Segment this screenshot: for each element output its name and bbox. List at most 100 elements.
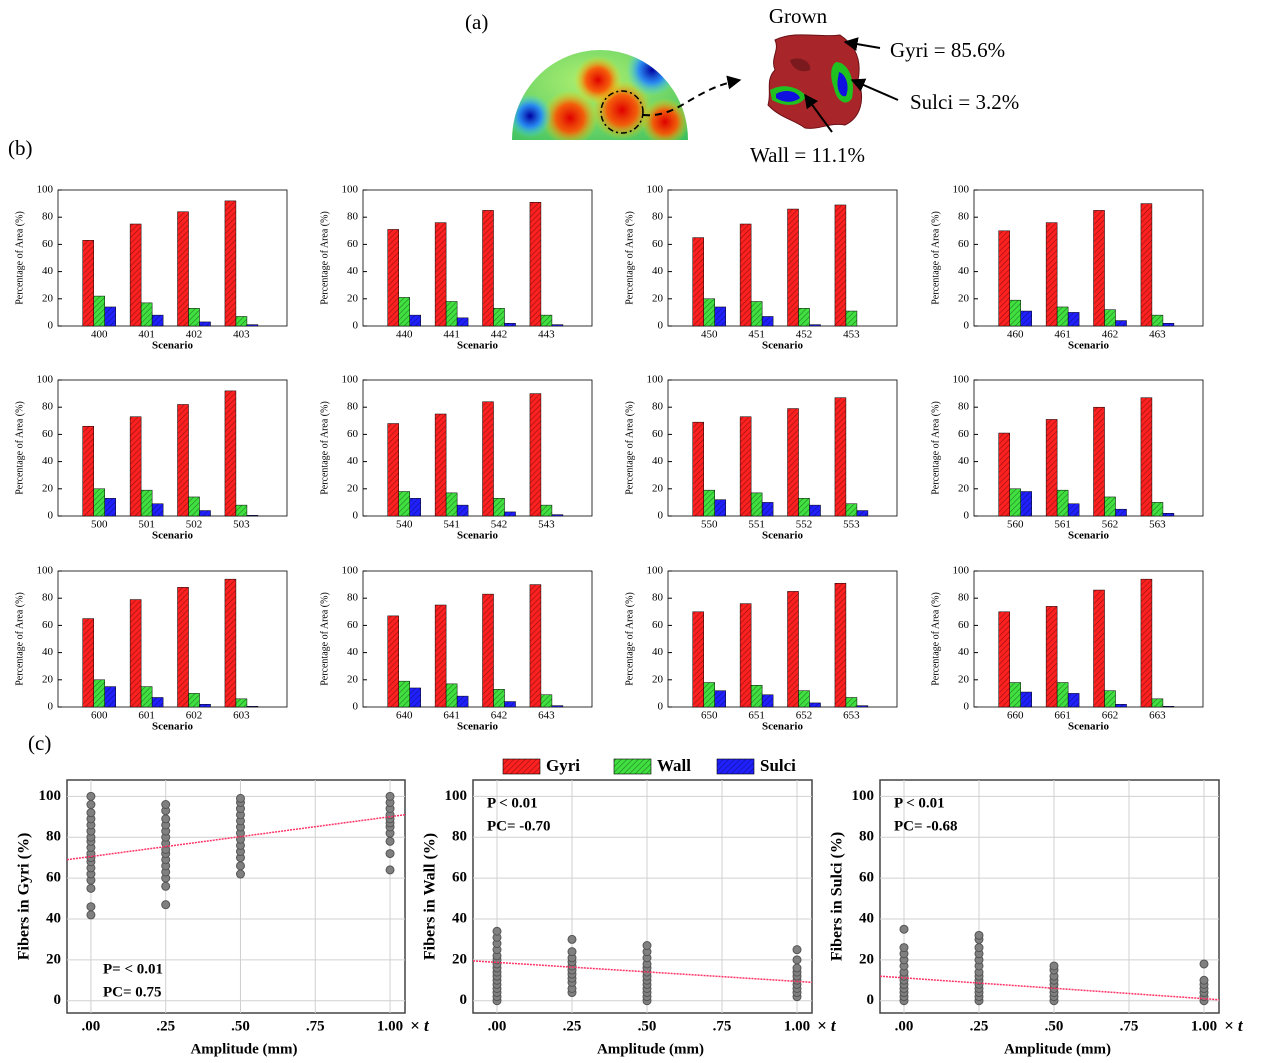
x-tick-label: 542 (491, 519, 508, 531)
y-tick-label: 40 (42, 455, 54, 467)
y-tick-label: 0 (54, 992, 62, 1008)
x-tick-label: 1.00 (784, 1018, 810, 1034)
bar (540, 314, 553, 327)
point (974, 943, 984, 953)
y-tick-label: 80 (958, 211, 970, 223)
y-tick-label: 40 (652, 646, 664, 658)
x-tick-label: 442 (491, 329, 508, 341)
point (899, 924, 909, 934)
y-tick-label: 80 (859, 829, 874, 845)
selection-circle (600, 90, 644, 134)
x-tick-label: 602 (186, 710, 203, 722)
bar (761, 316, 774, 327)
x-tick-label: 540 (396, 519, 413, 531)
bar (493, 498, 505, 517)
bar (434, 604, 447, 708)
bar (246, 324, 259, 327)
bar (834, 397, 847, 517)
annotation: P < 0.01 (894, 795, 945, 811)
bar (82, 240, 94, 327)
x-axis-label: Amplitude (mm) (190, 1041, 297, 1057)
bar (129, 223, 142, 327)
plot-frame (362, 570, 593, 708)
annotation: PC= 0.75 (103, 984, 162, 1000)
y-tick-label: 100 (37, 565, 54, 577)
legend-label: Wall (657, 756, 691, 775)
y-tick-label: 100 (39, 788, 62, 804)
x-axis-label: Scenario (457, 340, 498, 352)
y-tick-label: 100 (342, 565, 359, 577)
bar (1104, 690, 1116, 708)
y-tick-label: 0 (353, 510, 359, 522)
y-tick-label: 0 (867, 992, 875, 1008)
point (235, 869, 245, 879)
bar (551, 514, 564, 517)
y-tick-label: 60 (958, 619, 970, 631)
y-tick-label: 60 (42, 428, 54, 440)
x-unit: × t (410, 1016, 430, 1035)
x-tick-label: 543 (538, 519, 555, 531)
y-tick-label: 0 (964, 320, 970, 332)
x-axis-label: Amplitude (mm) (597, 1041, 704, 1057)
bar (739, 603, 752, 708)
plot-frame (667, 189, 898, 327)
bar (714, 499, 726, 517)
y-tick-label: 0 (48, 510, 54, 522)
x-tick-label: .75 (713, 1018, 732, 1034)
annotation: Sulci = 3.2% (910, 90, 1019, 114)
panel-label: (a) (465, 10, 488, 34)
y-tick-label: 80 (347, 592, 359, 604)
y-axis-label: Percentage of Area (%) (624, 592, 635, 686)
bar (834, 204, 847, 327)
bar (714, 690, 726, 708)
x-tick-label: 500 (91, 519, 108, 531)
bar (1056, 489, 1069, 517)
bar (551, 324, 564, 327)
bar (750, 492, 763, 517)
annotation: Gyri = 85.6% (890, 38, 1005, 62)
x-tick-label: 601 (138, 710, 155, 722)
x-tick-label: 652 (796, 710, 813, 722)
bar (235, 316, 248, 327)
bar (787, 591, 799, 708)
x-tick-label: .25 (563, 1018, 582, 1034)
bar (529, 393, 542, 517)
bar (82, 618, 94, 708)
annotation: PC= -0.70 (487, 818, 551, 834)
y-axis-label: Fibers in Gyri (%) (16, 833, 33, 961)
bar (188, 308, 200, 327)
y-tick-label: 20 (347, 673, 359, 685)
y-tick-label: 60 (958, 238, 970, 250)
y-tick-label: 80 (42, 592, 54, 604)
y-tick-label: 100 (852, 788, 875, 804)
x-tick-label: .50 (1045, 1018, 1064, 1034)
y-tick-label: 80 (652, 401, 664, 413)
y-axis-label: Percentage of Area (%) (930, 401, 941, 495)
x-tick-label: 453 (843, 329, 860, 341)
legend-swatch (502, 758, 541, 775)
y-tick-label: 80 (958, 401, 970, 413)
bar (482, 401, 494, 517)
x-tick-label: .00 (488, 1018, 507, 1034)
bar (1151, 314, 1164, 327)
x-tick-label: 1.00 (377, 1018, 403, 1034)
bar (798, 498, 810, 517)
y-tick-label: 60 (652, 428, 664, 440)
x-tick-label: 551 (748, 519, 765, 531)
legend-swatch (613, 758, 652, 775)
x-tick-label: 403 (233, 329, 250, 341)
point (86, 808, 96, 818)
bar (504, 323, 516, 327)
bar (456, 317, 469, 327)
x-tick-label: 663 (1149, 710, 1166, 722)
bar (1067, 312, 1080, 327)
x-tick-label: 553 (843, 519, 860, 531)
bar (798, 690, 810, 708)
x-tick-label: 450 (701, 329, 718, 341)
x-tick-label: 561 (1054, 519, 1071, 531)
point (385, 865, 395, 875)
y-tick-label: 40 (452, 910, 467, 926)
y-tick-label: 60 (652, 238, 664, 250)
bar (387, 423, 399, 517)
bar (540, 694, 553, 708)
